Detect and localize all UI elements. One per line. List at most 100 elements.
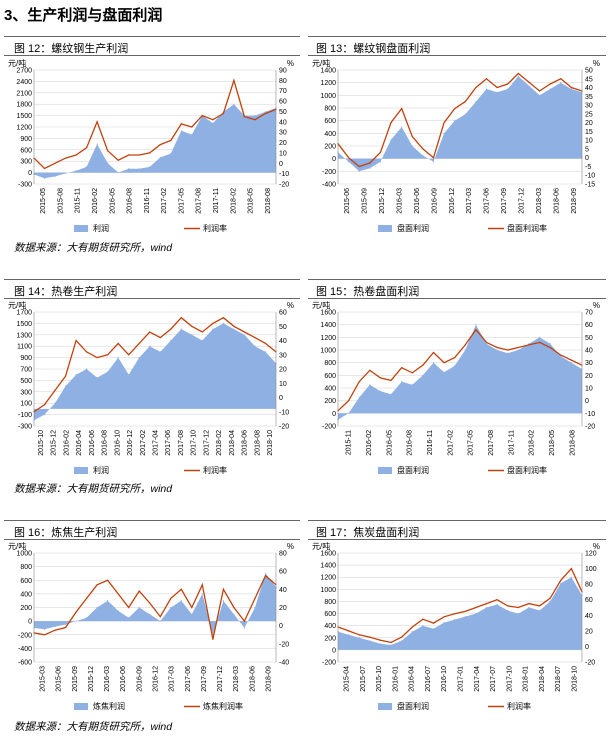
x-tick-label: 2017-08 — [196, 188, 203, 214]
data-point — [117, 342, 119, 344]
data-point — [496, 86, 498, 89]
data-point — [86, 166, 88, 168]
data-point — [570, 86, 572, 89]
data-point — [390, 393, 392, 395]
data-point — [496, 603, 498, 606]
data-point — [379, 151, 382, 154]
y2-tick-label: -15 — [585, 182, 595, 189]
data-point — [149, 345, 151, 347]
data-point — [64, 385, 67, 387]
y2-tick-label: -20 — [585, 660, 595, 667]
x-tick-label: 2016-10 — [114, 430, 121, 456]
data-point — [348, 630, 350, 632]
data-point — [222, 112, 224, 115]
data-point — [170, 153, 172, 155]
series-line-利润率 — [33, 78, 277, 170]
y2-tick-label: -40 — [279, 660, 289, 667]
x-tick-label: 2016-03 — [397, 188, 404, 214]
data-point — [517, 612, 519, 615]
data-point — [149, 152, 151, 154]
x-tick-label: 2015-03 — [40, 666, 47, 692]
series-line-盘面利润率 — [337, 328, 583, 412]
y-tick-label: 1400 — [320, 68, 336, 75]
data-point — [149, 613, 151, 615]
x-tick-label: 2017-06 — [185, 666, 192, 692]
data-point — [75, 154, 77, 156]
chart-hrc-futures-profit: 元/吨 %-20002004006008001000120014001600-20… — [312, 300, 600, 475]
data-point — [517, 606, 519, 609]
y-tick-label: 2400 — [16, 79, 32, 86]
x-tick-label: 2015-04 — [344, 666, 351, 692]
divider — [308, 55, 606, 56]
data-point — [507, 88, 509, 90]
data-point — [201, 593, 203, 595]
x-tick-label: 2018-08 — [569, 430, 576, 456]
y-tick-label: 200 — [20, 605, 32, 612]
data-point — [138, 357, 140, 359]
data-point — [570, 88, 572, 90]
data-point — [432, 351, 435, 354]
data-point — [390, 139, 392, 141]
legend-label: 炼焦利润率 — [203, 701, 243, 711]
data-point — [528, 606, 530, 609]
data-point — [379, 643, 382, 645]
data-point — [107, 371, 109, 373]
data-point — [264, 111, 267, 113]
data-point — [159, 337, 161, 339]
x-tick-label: 2017-12 — [519, 188, 526, 214]
data-point — [201, 331, 203, 333]
data-point — [254, 597, 256, 600]
data-point — [212, 322, 214, 324]
chart-hrc-production-profit: 元/吨 %-300-1001003005007009001100130015001… — [8, 300, 294, 475]
y2-tick-label: 60 — [279, 310, 287, 317]
x-tick-label: 2016-02 — [92, 188, 99, 214]
y2-tick-label: -10 — [585, 173, 595, 180]
data-source: 数据来源：大有期货研究所，wind — [14, 721, 173, 733]
chart-coke-futures-profit: 元/吨 %-20002004006008001000120014001600-20… — [312, 541, 600, 711]
divider — [4, 36, 300, 37]
y2-tick-label: 60 — [585, 322, 593, 329]
data-point — [401, 381, 403, 383]
x-tick-label: 2017-03 — [169, 666, 176, 692]
data-point — [191, 606, 193, 609]
x-tick-label: 2016-08 — [127, 188, 134, 214]
y-tick-label: 0 — [28, 170, 32, 177]
data-point — [43, 634, 46, 636]
legend-label: 盘面利润 — [397, 701, 429, 711]
data-point — [180, 123, 182, 125]
data-point — [43, 177, 46, 179]
y-tick-label: 400 — [324, 386, 336, 393]
data-point — [475, 86, 477, 89]
data-point — [464, 349, 466, 351]
data-point — [191, 126, 193, 128]
legend-label: 盘面利润率 — [507, 223, 547, 233]
y-tick-label: -600 — [18, 660, 32, 667]
divider — [4, 520, 300, 521]
y-tick-label: -300 — [18, 182, 32, 189]
data-point — [128, 374, 130, 376]
legend-label: 盘面利润 — [397, 223, 429, 233]
y-tick-label: 0 — [332, 647, 336, 654]
right-axis-unit: % — [593, 542, 600, 551]
data-point — [233, 79, 235, 81]
data-point — [379, 377, 382, 379]
y2-tick-label: 25 — [585, 111, 593, 118]
data-point — [507, 609, 509, 612]
series-line-利润率 — [337, 567, 583, 644]
figure-title: 图 15：热卷盘面利润 — [316, 286, 420, 298]
y2-tick-label: -20 — [279, 641, 289, 648]
data-point — [485, 603, 488, 605]
data-point — [528, 81, 530, 83]
data-point — [422, 625, 424, 627]
data-point — [222, 322, 224, 324]
x-tick-label: 2017-08 — [488, 430, 495, 456]
data-point — [432, 161, 435, 163]
x-tick-label: 2016-02 — [366, 430, 373, 456]
x-tick-label: 2017-02 — [140, 430, 147, 456]
data-point — [464, 615, 466, 618]
x-tick-label: 2015-09 — [72, 666, 79, 692]
data-point — [485, 88, 488, 90]
data-point — [86, 368, 88, 370]
data-point — [212, 638, 214, 640]
y-tick-label: 1600 — [320, 551, 336, 558]
